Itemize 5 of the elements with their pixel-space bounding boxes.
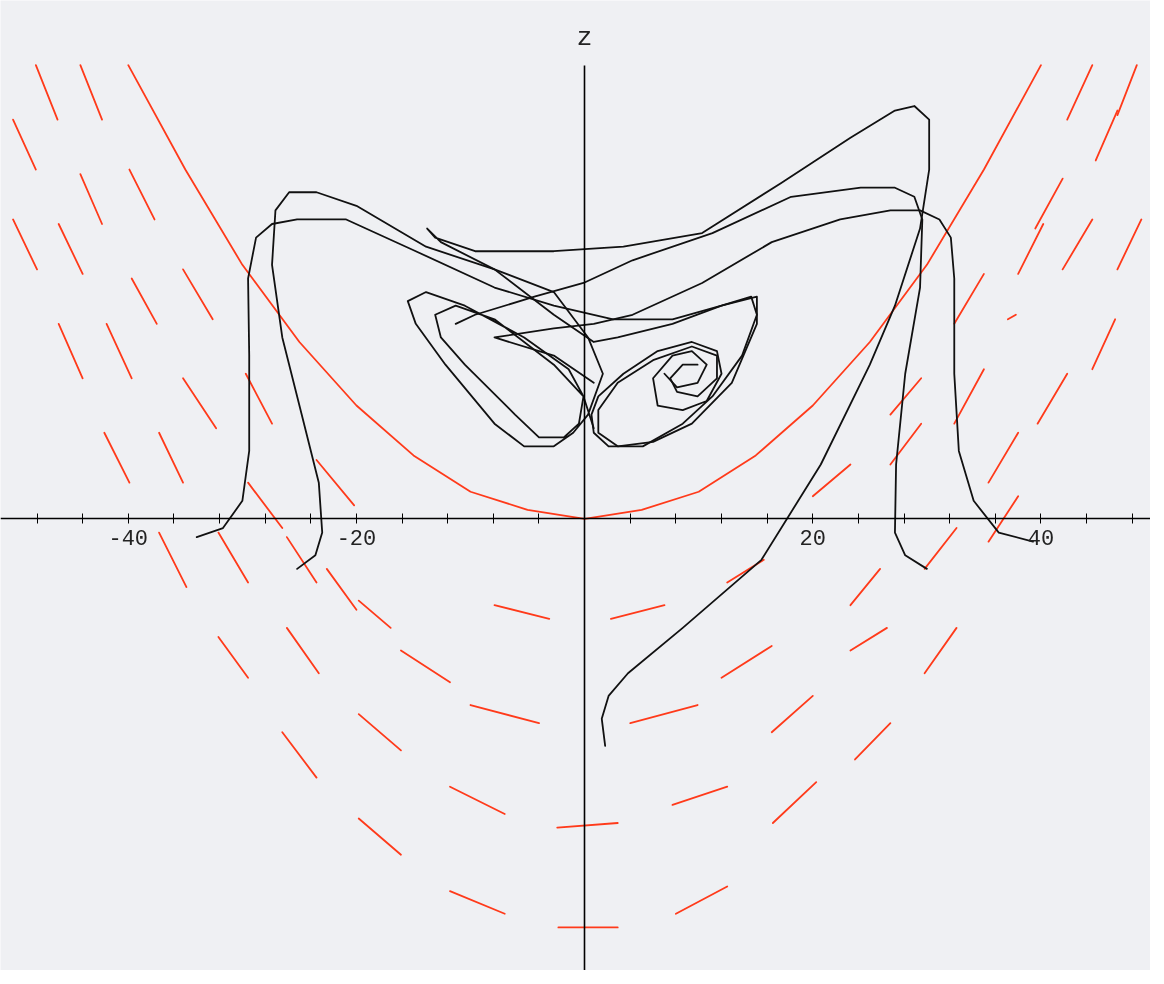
x-tick-label: 20 <box>799 526 827 552</box>
x-tick-label: -20 <box>336 526 377 552</box>
x-tick-label: 40 <box>1027 526 1055 552</box>
x-tick-label: -40 <box>108 526 149 552</box>
y-axis-title: z <box>576 23 593 54</box>
